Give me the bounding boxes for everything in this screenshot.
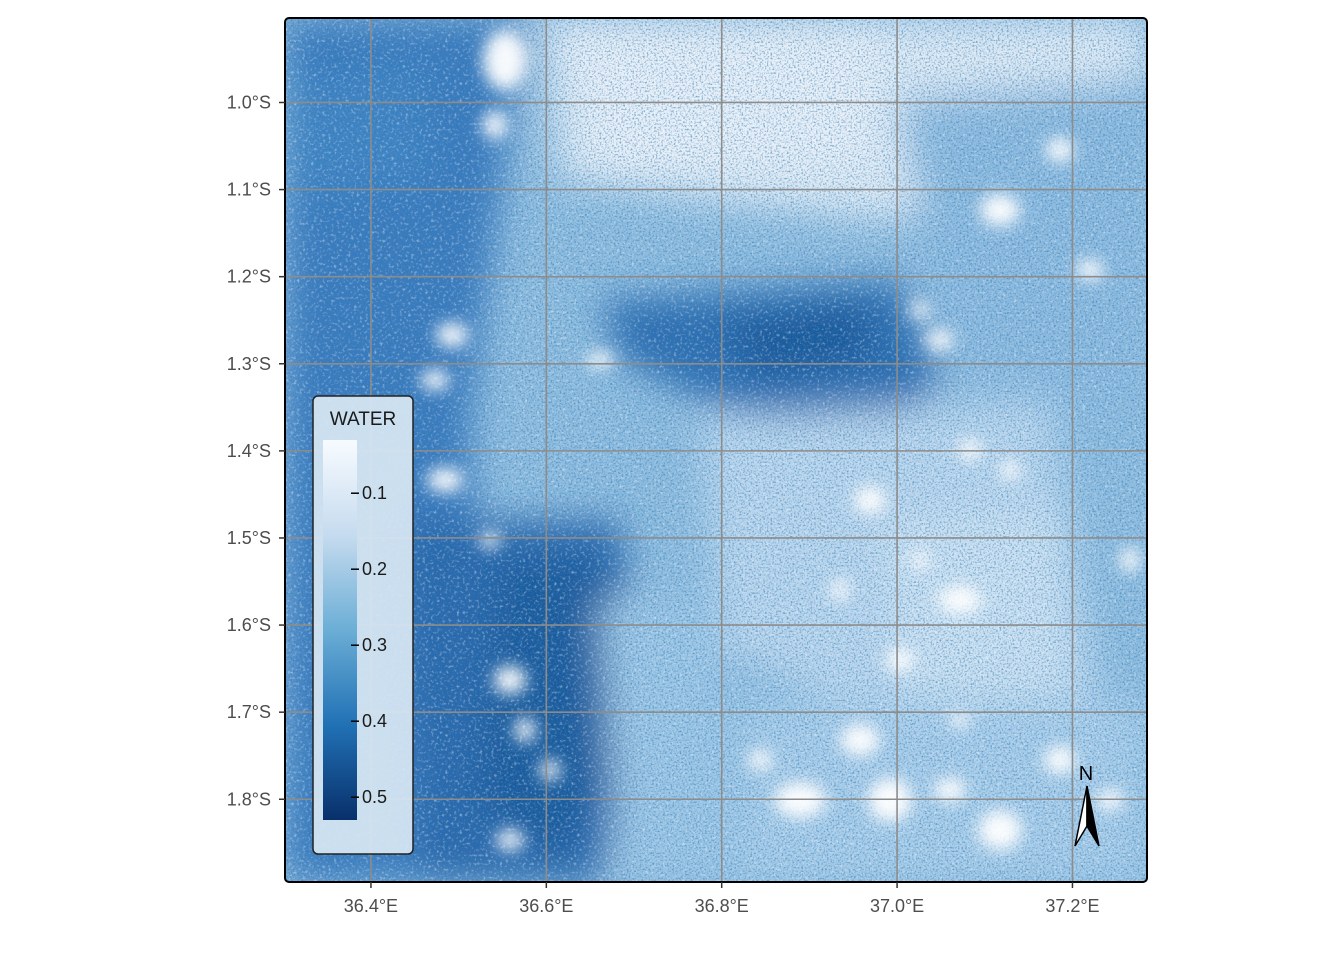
legend-tick-label-0: 0.1 [362, 483, 387, 503]
y-tick-label-7: 1.7°S [227, 702, 271, 722]
legend-title: WATER [330, 409, 397, 430]
x-tick-label-3: 37.0°E [870, 896, 924, 916]
water-raster [285, 18, 1147, 882]
x-tick-label-4: 37.2°E [1045, 896, 1099, 916]
north-arrow-right-icon [1086, 785, 1100, 847]
legend-colorbar [323, 440, 357, 820]
y-tick-label-4: 1.4°S [227, 441, 271, 461]
legend-tick-label-3: 0.4 [362, 711, 387, 731]
panel-border [284, 17, 1148, 883]
legend-ticks: 0.1 0.2 0.3 0.4 0.5 [351, 483, 387, 807]
x-tick-label-1: 36.6°E [519, 896, 573, 916]
y-tick-label-8: 1.8°S [227, 789, 271, 809]
legend-tick-label-2: 0.3 [362, 635, 387, 655]
y-tick-label-0: 1.0°S [227, 92, 271, 112]
x-tick-label-0: 36.4°E [344, 896, 398, 916]
y-axis: 1.0°S 1.1°S 1.2°S 1.3°S 1.4°S 1.5°S 1.6°S 1.7°S… [227, 92, 285, 809]
y-tick-label-1: 1.1°S [227, 180, 271, 200]
legend: WATER 0.1 0.2 0.3 0.4 0.5 [312, 395, 414, 855]
y-tick-label-6: 1.6°S [227, 615, 271, 635]
y-tick-label-5: 1.5°S [227, 528, 271, 548]
x-tick-label-2: 36.8°E [695, 896, 749, 916]
x-axis: 36.4°E 36.6°E 36.8°E 37.0°E 37.2°E [344, 882, 1100, 916]
north-arrow: N [1074, 763, 1100, 847]
legend-tick-label-1: 0.2 [362, 559, 387, 579]
legend-tick-label-4: 0.5 [362, 787, 387, 807]
y-tick-label-3: 1.3°S [227, 354, 271, 374]
north-label: N [1079, 763, 1093, 785]
y-tick-label-2: 1.2°S [227, 267, 271, 287]
